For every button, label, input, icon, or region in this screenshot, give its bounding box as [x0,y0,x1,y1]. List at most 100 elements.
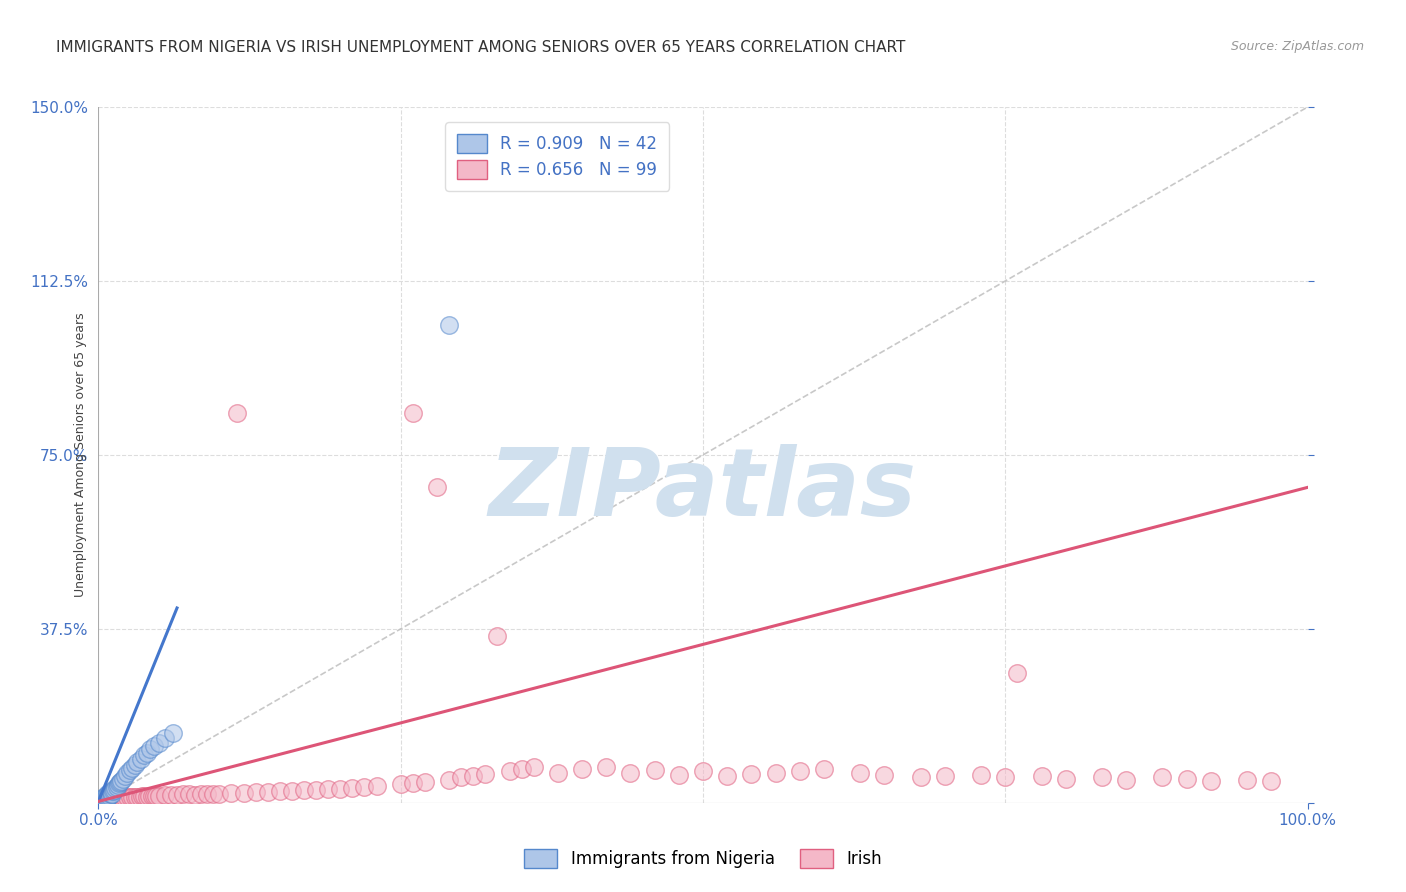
Point [389,777,412,791]
Point [153,789,176,803]
Point [873,768,896,782]
Point [190,787,212,801]
Point [94,789,117,803]
Point [96,788,118,802]
Point [208,787,231,801]
Point [90,795,112,809]
Point [134,789,156,804]
Point [160,788,183,802]
Point [121,760,143,774]
Point [118,790,141,805]
Point [108,775,131,789]
Point [644,764,666,778]
Point [100,792,122,806]
Point [108,791,131,805]
Point [108,791,131,805]
Point [148,789,170,803]
Point [426,480,449,494]
Point [910,770,932,784]
Point [91,792,114,806]
Point [117,766,139,780]
Point [94,792,117,806]
Point [437,318,460,332]
Point [281,783,304,797]
Point [127,789,149,804]
Text: ZIPatlas: ZIPatlas [489,443,917,536]
Point [1031,769,1053,783]
Point [342,780,364,795]
Point [510,763,533,777]
Point [245,785,267,799]
Point [1115,772,1137,787]
Point [141,789,163,804]
Point [100,788,122,802]
Point [98,792,121,806]
Point [523,759,546,773]
Point [139,742,162,756]
Point [202,787,225,801]
Point [148,735,170,749]
Point [498,764,520,779]
Point [402,406,425,420]
Point [111,772,134,786]
Point [970,768,993,782]
Point [305,782,328,797]
Point [402,776,425,790]
Point [100,792,122,806]
Point [100,787,122,801]
Point [269,784,291,798]
Point [366,779,388,793]
Point [668,768,690,782]
Point [135,746,157,760]
Point [179,788,201,802]
Point [134,748,156,763]
Point [107,791,129,805]
Point [105,792,128,806]
Point [97,793,120,807]
Point [716,769,738,783]
Point [1007,665,1029,680]
Point [256,785,278,799]
Point [153,731,176,745]
Point [100,784,122,798]
Point [124,790,146,805]
Text: IMMIGRANTS FROM NIGERIA VS IRISH UNEMPLOYMENT AMONG SENIORS OVER 65 YEARS CORREL: IMMIGRANTS FROM NIGERIA VS IRISH UNEMPLO… [56,40,905,55]
Point [413,775,436,789]
Point [740,767,762,781]
Point [162,726,184,740]
Point [1091,770,1114,784]
Point [107,778,129,792]
Point [1054,772,1077,786]
Point [98,786,121,800]
Point [353,780,375,794]
Point [1236,772,1258,787]
Point [96,793,118,807]
Point [474,767,496,781]
Point [292,782,315,797]
Point [98,789,121,803]
Legend: Immigrants from Nigeria, Irish: Immigrants from Nigeria, Irish [517,842,889,875]
Point [145,789,167,804]
Point [97,787,120,801]
Point [172,788,194,802]
Point [91,791,114,805]
Point [114,769,136,783]
Point [101,784,124,798]
Point [118,764,141,778]
Point [114,791,136,805]
Point [93,793,115,807]
Y-axis label: Unemployment Among Seniors over 65 years: Unemployment Among Seniors over 65 years [75,312,87,598]
Point [571,763,593,777]
Point [143,739,166,754]
Point [90,795,112,809]
Point [96,791,118,805]
Point [184,788,207,802]
Point [110,773,132,788]
Point [765,765,787,780]
Point [110,790,132,805]
Point [117,790,139,805]
Point [994,770,1017,784]
Legend: R = 0.909   N = 42, R = 0.656   N = 99: R = 0.909 N = 42, R = 0.656 N = 99 [446,122,669,191]
Point [619,765,641,780]
Point [91,794,114,808]
